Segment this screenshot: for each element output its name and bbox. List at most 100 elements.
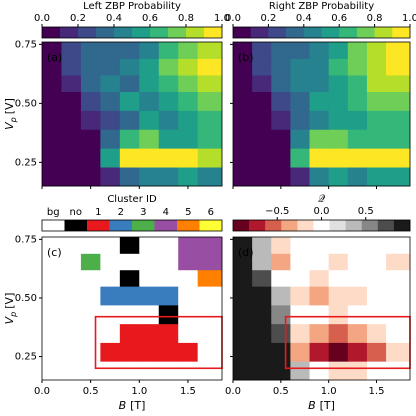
colorbar-segment [204,27,223,38]
heatmap-cell [61,237,82,254]
heatmap-cell [119,342,140,362]
heatmap-cell [328,342,349,362]
colorbar-segment [233,27,251,38]
x-axis-unit: [T] [320,399,335,412]
heatmap-cell [366,323,387,343]
heatmap-cell [178,269,199,287]
heatmap-cell [309,129,330,149]
heatmap-cell [347,286,368,306]
heatmap-cell [197,269,223,287]
heatmap-cell [386,342,411,362]
heatmap-cell [290,75,310,92]
colorbar-frame [232,219,411,232]
heatmap-cell [158,148,179,168]
heatmap-cell [197,110,223,130]
heatmap-cell [100,75,121,92]
heatmap-cell [42,361,62,381]
heatmap-cell [158,58,179,76]
heatmap-cell [119,269,140,287]
colorbar-segment [132,27,151,38]
heatmap-cell [366,129,387,149]
heatmap-cell [271,91,291,111]
heatmap-cell [290,110,310,130]
heatmap-cell [197,286,223,306]
heatmap-cell [271,323,291,343]
heatmap-cell [233,342,253,362]
heatmap-cell [178,361,199,381]
colorbar-tick-label: 0.8 [178,13,194,24]
heatmap-cell [158,110,179,130]
colorbar-segment [268,27,287,38]
heatmap-cell [139,304,160,325]
heatmap-cell [271,42,291,59]
panel-label: (b) [238,51,254,64]
axes-frame [41,236,223,381]
heatmap-cell [158,269,179,287]
heatmap-cell [328,253,349,271]
heatmap-cell [178,237,199,254]
heatmap-cell [61,42,82,59]
heatmap-cell [197,42,223,59]
heatmap-cell [61,342,82,362]
heatmap-cell [139,148,160,168]
y-axis-unit: [V] [3,98,16,114]
heatmap-cell [252,91,272,111]
colorbar-tick-label: 1.0 [214,13,230,24]
y-tick-label: 0.75 [15,234,37,245]
heatmap-cell [309,253,330,271]
heatmap-cell [252,253,272,271]
heatmap-cell [178,75,199,92]
heatmap-cell [347,58,368,76]
colorbar-segment [339,27,358,38]
heatmap-cell [119,42,140,59]
heatmap-cell [366,286,387,306]
heatmap-cell [158,42,179,59]
colorbar-segment [154,220,178,231]
y-axis-symbol: V [3,121,16,130]
colorbar-segment [78,27,97,38]
heatmap-cell [347,323,368,343]
heatmap-cell [271,75,291,92]
heatmap-cell [158,342,179,362]
heatmap-cell [290,269,310,287]
heatmap-cell [309,148,330,168]
heatmap-cell [61,110,82,130]
heatmap-cell [139,269,160,287]
heatmap-cell [61,91,82,111]
colorbar-tick-label: 0.4 [106,13,122,24]
heatmap-cell [42,58,62,76]
heatmap-cell [178,286,199,306]
heatmap-cell [252,361,272,381]
colorbar-frame [41,26,223,39]
x-tick-label: 1.5 [180,386,196,397]
colorbar-segment [265,220,282,231]
heatmap-cell [80,148,101,168]
heatmap-cell [80,253,101,271]
heatmap-cell [366,58,387,76]
heatmap-cell [233,58,253,76]
heatmap-cell [42,167,62,187]
heatmap-cell [347,110,368,130]
heatmap-cell [347,361,368,381]
heatmap-cell [139,58,160,76]
colorbar-segment [286,27,305,38]
heatmap-cell [347,42,368,59]
heatmap-cell [309,237,330,254]
colorbar-title: Cluster ID [107,194,157,205]
heatmap-cell [386,323,411,343]
heatmap-cell [178,148,199,168]
heatmap-cell [252,167,272,187]
heatmap-cell [252,342,272,362]
heatmap-cell [119,361,140,381]
heatmap-cell [271,167,291,187]
heatmap-cell [328,361,349,381]
heatmap-cell [386,129,411,149]
heatmap-cell [347,342,368,362]
colorbar-tick-label: 0.8 [367,13,383,24]
heatmap-cell [119,323,140,343]
heatmap-cell [309,286,330,306]
heatmap-cell [42,75,62,92]
heatmap-cell [100,286,121,306]
colorbar-segment [313,220,330,231]
